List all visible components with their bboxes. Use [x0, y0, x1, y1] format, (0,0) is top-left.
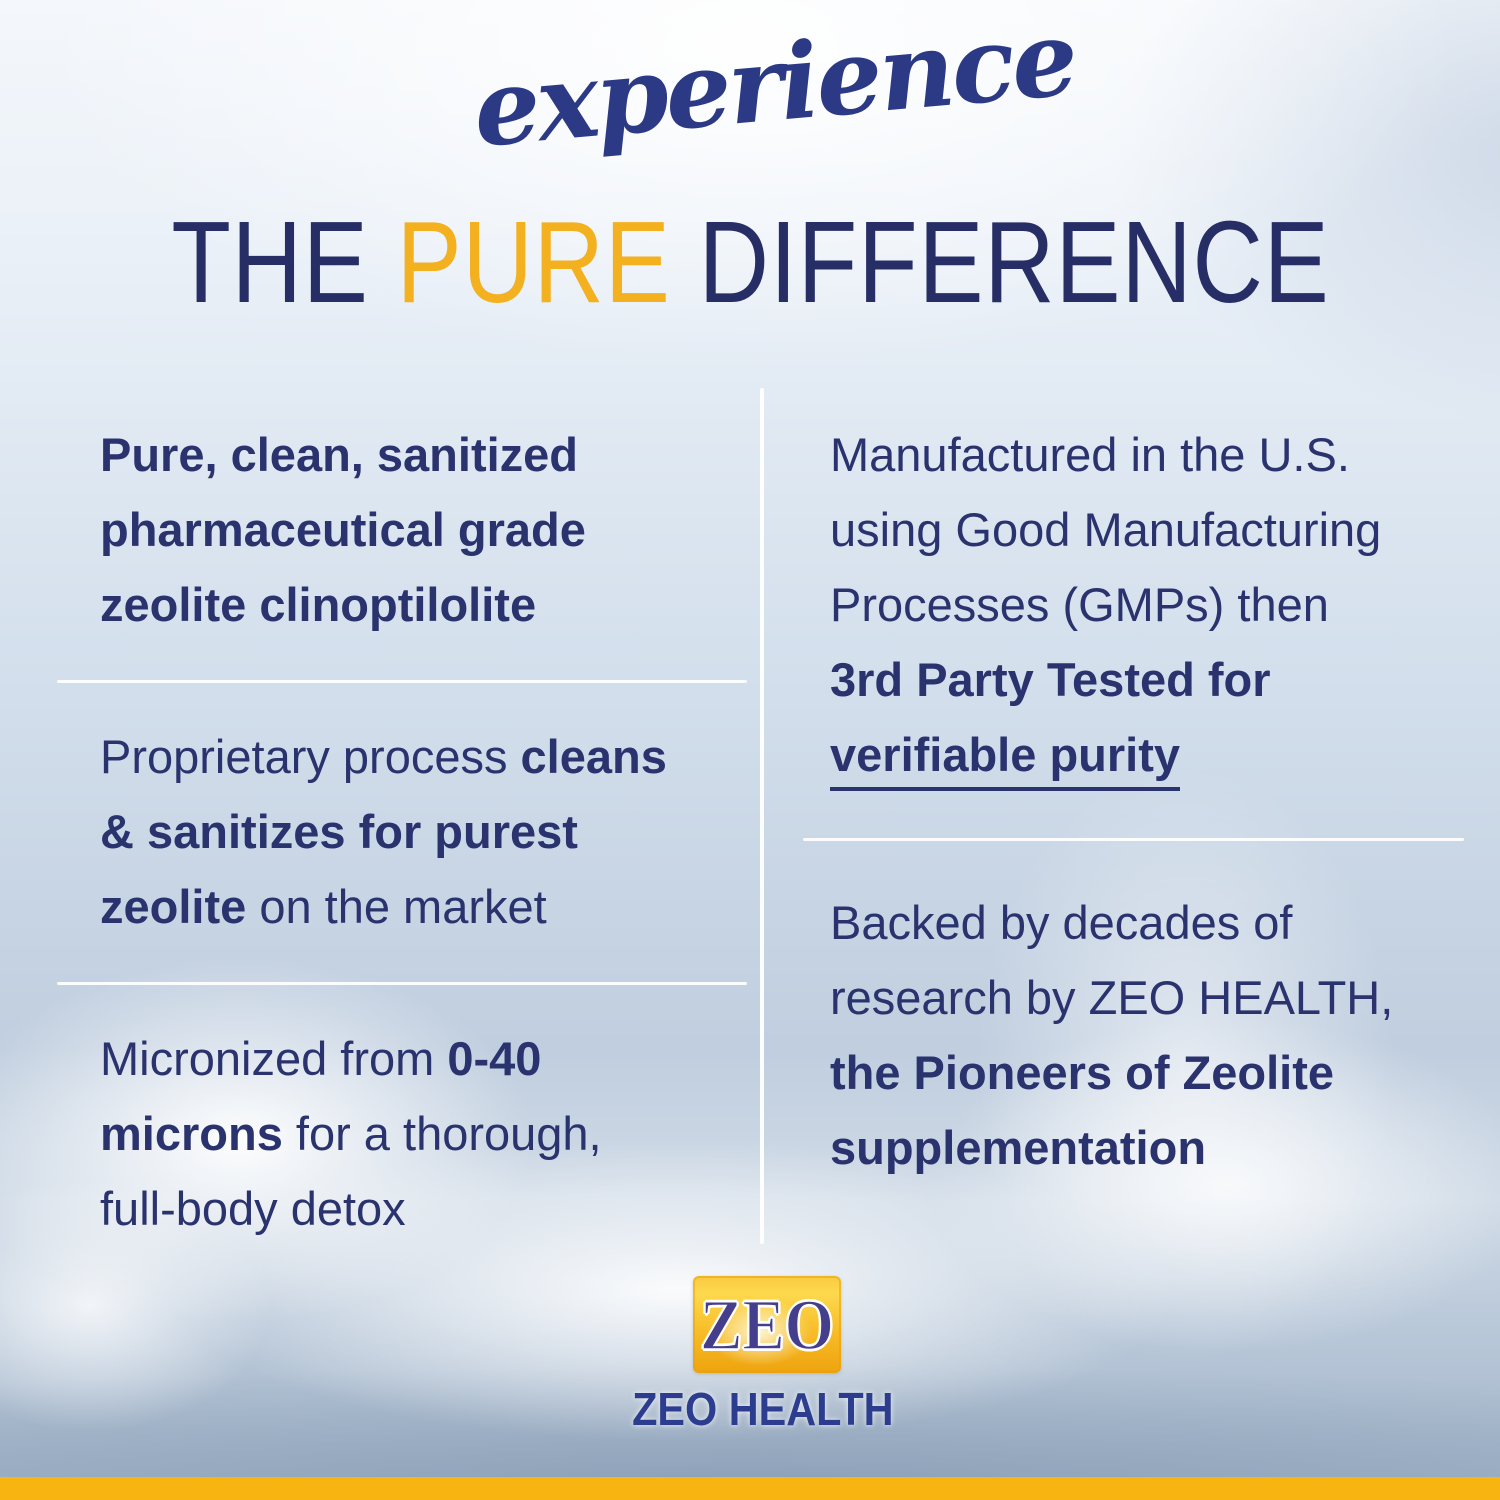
section-divider: [57, 680, 747, 683]
text-segment: using Good Manufacturing: [830, 503, 1382, 556]
script-heading: experience: [468, 0, 1080, 171]
feature-block: Manufactured in the U.S. using Good Manuf…: [803, 417, 1464, 792]
text-segment: Processes (GMPs) then: [830, 578, 1329, 631]
main-title-row: THE PURE DIFFERENCE: [0, 204, 1500, 320]
zeo-logo-badge: ZEO: [693, 1276, 841, 1373]
feature-line: the Pioneers of Zeolite: [830, 1035, 1464, 1110]
text-segment: cleans: [520, 730, 667, 783]
feature-line: Proprietary process cleans: [100, 719, 747, 794]
feature-block: Micronized from 0-40 microns for a thorou…: [57, 1021, 747, 1246]
right-feature-column: Manufactured in the U.S. using Good Manuf…: [803, 417, 1464, 1185]
feature-line: verifiable purity: [830, 717, 1464, 792]
feature-line: & sanitizes for purest: [100, 794, 747, 869]
text-segment: the Pioneers of Zeolite: [830, 1046, 1335, 1099]
title-difference: DIFFERENCE: [670, 197, 1330, 327]
script-heading-row: experience: [0, 0, 1500, 171]
feature-block: Backed by decades of research by ZEO HEAL…: [803, 885, 1464, 1185]
text-segment: Backed by decades of: [830, 896, 1293, 949]
text-segment: zeolite: [100, 880, 247, 933]
brand-name-row: ZEO HEALTH: [0, 1386, 1500, 1432]
feature-line: zeolite on the market: [100, 869, 747, 944]
bottom-gold-bar: [0, 1477, 1500, 1500]
feature-line: zeolite clinoptilolite: [100, 567, 747, 642]
feature-line: research by ZEO HEALTH,: [830, 960, 1464, 1035]
section-divider: [803, 838, 1464, 841]
text-segment: pharmaceutical grade: [100, 503, 586, 556]
left-feature-column: Pure, clean, sanitized pharmaceutical gra…: [57, 417, 747, 1246]
feature-line: pharmaceutical grade: [100, 492, 747, 567]
feature-line: using Good Manufacturing: [830, 492, 1464, 567]
feature-line: Pure, clean, sanitized: [100, 417, 747, 492]
section-divider: [57, 982, 747, 985]
feature-line: supplementation: [830, 1110, 1464, 1185]
page-title: THE PURE DIFFERENCE: [171, 204, 1329, 320]
feature-line: microns for a thorough,: [100, 1096, 747, 1171]
text-segment: microns: [100, 1107, 283, 1160]
text-segment: & sanitizes for purest: [100, 805, 578, 858]
zeo-logo-text: ZEO: [699, 1284, 834, 1365]
text-segment: for a thorough,: [282, 1107, 602, 1160]
title-the: THE: [170, 197, 397, 327]
text-segment: supplementation: [830, 1121, 1207, 1174]
feature-line: Processes (GMPs) then: [830, 567, 1464, 642]
feature-line: 3rd Party Tested for: [830, 642, 1464, 717]
brand-name: ZEO HEALTH: [631, 1383, 894, 1435]
text-segment: 0-40: [447, 1032, 542, 1085]
text-segment: 3rd Party Tested for: [830, 653, 1271, 706]
feature-line: Manufactured in the U.S.: [830, 417, 1464, 492]
text-segment: Proprietary process: [100, 730, 521, 783]
text-segment: Manufactured in the U.S.: [830, 428, 1350, 481]
feature-line: full-body detox: [100, 1171, 747, 1246]
feature-line: Backed by decades of: [830, 885, 1464, 960]
text-segment: Pure, clean, sanitized: [100, 428, 579, 481]
text-segment: zeolite clinoptilolite: [100, 578, 537, 631]
text-segment: Micronized from: [100, 1032, 448, 1085]
feature-block: Pure, clean, sanitized pharmaceutical gra…: [57, 417, 747, 642]
title-pure: PURE: [396, 197, 671, 327]
text-segment: research by ZEO HEALTH,: [830, 971, 1394, 1024]
text-segment: full-body detox: [100, 1182, 406, 1235]
feature-block: Proprietary process cleans & sanitizes fo…: [57, 719, 747, 944]
text-segment: verifiable purity: [830, 727, 1180, 791]
text-segment: on the market: [246, 880, 547, 933]
feature-line: Micronized from 0-40: [100, 1021, 747, 1096]
vertical-divider: [760, 388, 764, 1244]
